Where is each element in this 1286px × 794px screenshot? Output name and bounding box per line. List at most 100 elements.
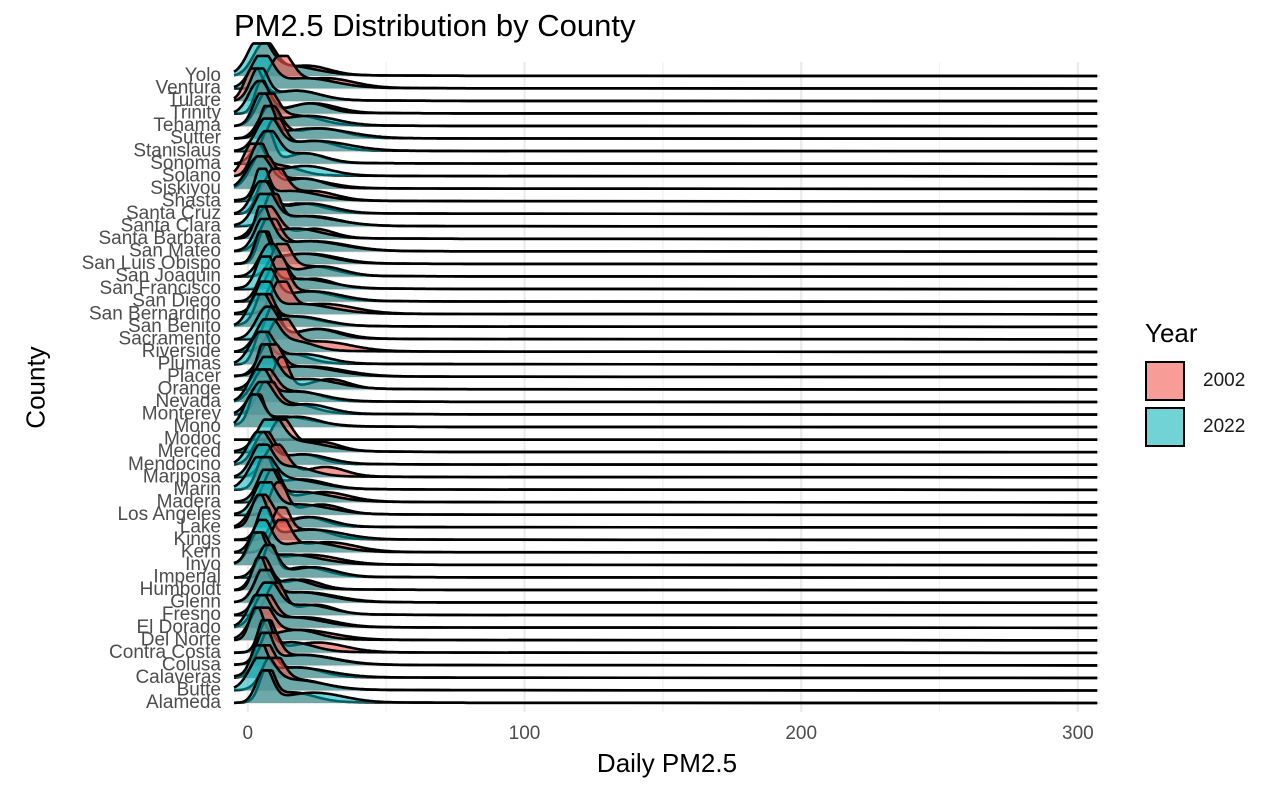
ridge-line-2022: [233, 129, 1098, 166]
ridge-line-2022: [233, 443, 1098, 479]
y-tick-label: Lake: [180, 516, 221, 537]
ridge-mendocino: [233, 430, 1098, 466]
ridge-riverside: [233, 318, 1098, 354]
ridge-line-2022: [233, 92, 1098, 128]
ridge-line-2022: [233, 506, 1098, 542]
ridge-fill-2022: [234, 219, 1098, 252]
chart-title: PM2.5 Distribution by County: [234, 8, 636, 43]
ridge-fill-2022: [234, 68, 1098, 102]
ridge-fill-2022: [234, 595, 1098, 628]
y-tick-label: San Benito: [128, 316, 221, 337]
ridge-line-2022: [234, 267, 1098, 303]
y-tick-label: Stanislaus: [133, 140, 221, 161]
ridge-fill-2022: [234, 657, 1098, 691]
ridge-fill-2022: [234, 469, 1098, 503]
y-tick-label: Orange: [158, 379, 221, 400]
y-tick-label: Santa Barbara: [98, 228, 221, 249]
ridge-fill-2022: [234, 81, 1098, 114]
ridge-fill-2022: [234, 93, 1098, 127]
x-tick-label: 200: [785, 723, 817, 744]
ridge-fill-2022: [234, 432, 1098, 465]
legend-title: Year: [1145, 318, 1198, 348]
ridge-fill-2002: [234, 394, 1098, 428]
ridge-fill-2002: [234, 181, 1098, 214]
ridge-line-2002: [234, 581, 1098, 617]
ridge-tehama: [233, 92, 1098, 128]
ridge-fill-2022: [234, 143, 1098, 177]
ridge-line-2022: [233, 330, 1098, 366]
ridge-line-2002: [234, 318, 1098, 354]
y-tick-label: Alameda: [146, 692, 221, 713]
y-tick-label: San Bernardino: [89, 303, 221, 324]
ridge-line-2022: [233, 593, 1098, 630]
ridge-santa-clara: [233, 192, 1098, 228]
ridge-marin: [233, 455, 1098, 492]
ridge-line-2022: [233, 380, 1098, 416]
y-axis-title: County: [20, 346, 51, 429]
ridge-fill-2002: [234, 419, 1098, 453]
ridge-line-2022: [233, 167, 1098, 203]
y-tick-label: Santa Cruz: [126, 203, 221, 224]
ridge-fill-2022: [234, 106, 1098, 139]
ridge-mariposa: [233, 443, 1098, 479]
ridge-yolo: [233, 42, 1098, 78]
ridge-line-2002: [234, 54, 1098, 90]
legend-label-2022: 2022: [1203, 416, 1246, 437]
ridge-line-2022: [233, 656, 1098, 692]
ridge-line-2022: [233, 606, 1098, 642]
y-tick-label: Tehama: [153, 115, 221, 136]
ridge-fill-2022: [234, 570, 1098, 603]
ridge-siskiyou: [233, 155, 1098, 191]
y-tick-label: Calaveras: [135, 667, 221, 688]
ridge-fill-2022: [234, 269, 1098, 302]
ridge-fill-2002: [234, 43, 1098, 76]
ridge-fill-2022: [234, 206, 1098, 239]
ridge-fill-2022: [234, 193, 1098, 227]
ridge-fill-2022: [234, 168, 1098, 202]
y-tick-label: Placer: [167, 366, 222, 387]
y-tick-label: Nevada: [156, 391, 222, 412]
ridge-fill-2022: [234, 331, 1098, 365]
ridge-line-2022: [233, 155, 1098, 191]
ridge-line-2022: [233, 418, 1098, 454]
ridge-tulare: [233, 67, 1098, 103]
legend-label-2002: 2002: [1203, 370, 1246, 391]
ridge-del-norte: [233, 606, 1098, 642]
ridge-los-angeles: [233, 481, 1098, 517]
ridge-line-2002: [233, 155, 1098, 191]
ridge-line-2022: [233, 581, 1098, 617]
ridge-san-mateo: [233, 217, 1098, 253]
y-tick-label: San Francisco: [100, 278, 221, 299]
ridge-fill-2022: [234, 156, 1098, 189]
ridge-glenn: [233, 568, 1098, 604]
ridge-fill-2002: [234, 457, 1098, 490]
ridge-fill-2022: [234, 369, 1098, 402]
ridge-fill-2022: [234, 281, 1098, 315]
ridge-mono: [233, 393, 1098, 429]
ridge-fill-2022: [234, 457, 1098, 490]
y-tick-label: Mendocino: [128, 454, 221, 475]
ridge-fill-2022: [234, 670, 1098, 703]
ridge-fill-2022: [234, 306, 1098, 340]
ridge-monterey: [233, 380, 1098, 416]
legend-item-2022: 2022: [1145, 405, 1245, 449]
y-tick-label: Mono: [173, 416, 221, 437]
legend: Year 2002 2022: [1145, 318, 1245, 451]
ridge-line-2022: [233, 192, 1098, 228]
ridge-line-2002: [233, 42, 1098, 78]
legend-swatch-2002: [1145, 361, 1185, 401]
ridge-fill-2002: [234, 156, 1098, 189]
ridge-fill-2022: [234, 419, 1098, 453]
ridge-san-francisco: [233, 255, 1098, 291]
ridge-fill-2022: [234, 131, 1098, 164]
ridge-line-2022: [234, 669, 1098, 705]
ridge-fill-2002: [234, 582, 1098, 616]
ridge-fill-2022: [234, 482, 1098, 515]
y-tick-label: Siskiyou: [150, 178, 221, 199]
ridge-line-2022: [233, 355, 1098, 391]
ridge-fill-2022: [234, 231, 1098, 265]
ridge-line-2022: [234, 631, 1098, 667]
ridge-fill-2002: [234, 93, 1098, 127]
ridge-merced: [233, 418, 1098, 454]
